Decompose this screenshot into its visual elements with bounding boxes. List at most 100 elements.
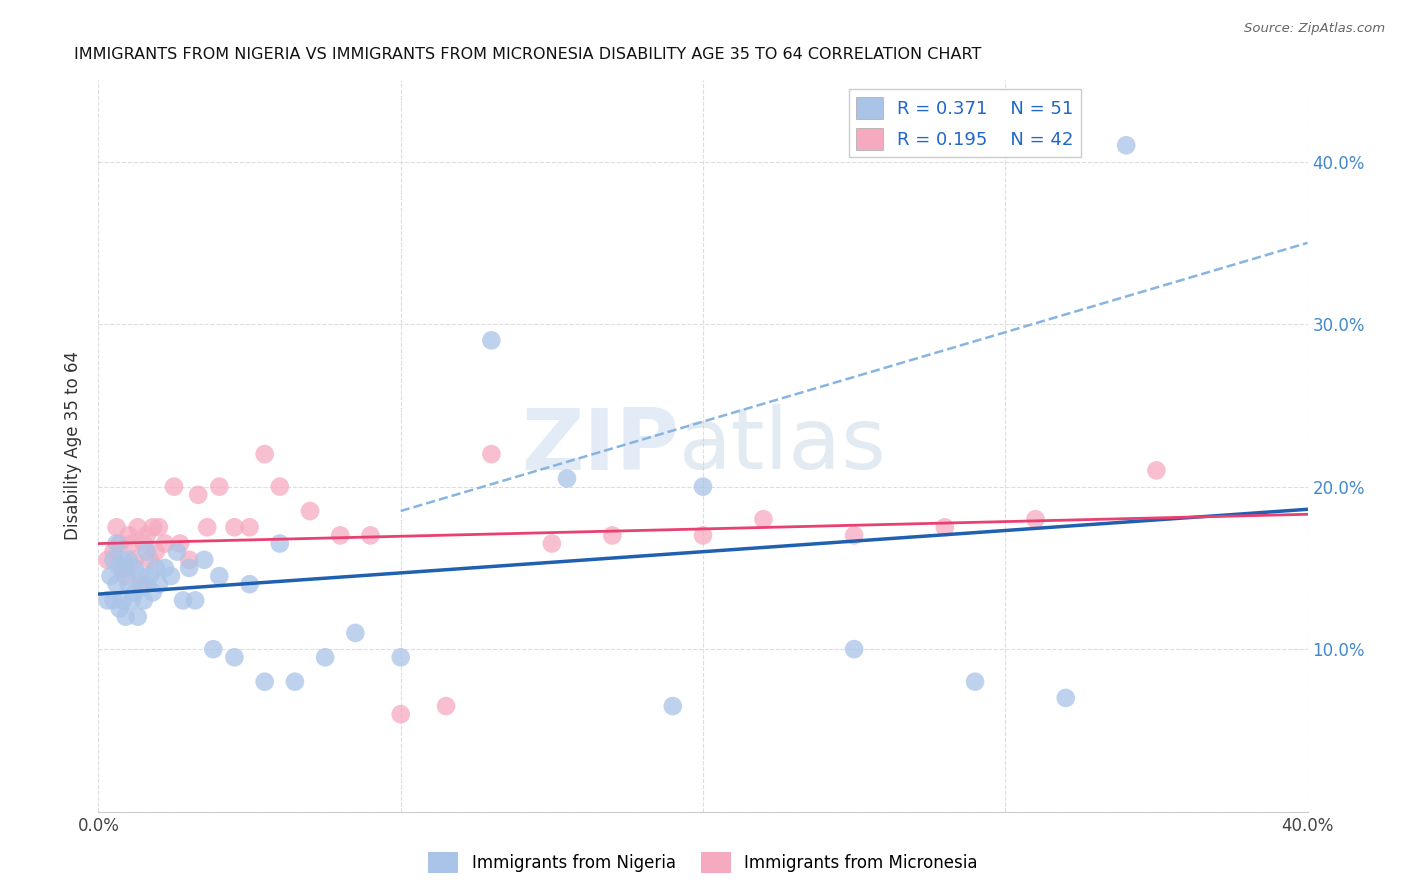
Point [1115,138,1137,153]
Point [752,512,775,526]
Text: atlas: atlas [679,404,887,488]
Point [269,480,291,494]
Point [145,561,167,575]
Point [1024,512,1046,526]
Point [202,642,225,657]
Text: ZIP: ZIP [522,404,679,488]
Point [481,447,503,461]
Point [239,577,262,591]
Point [187,488,209,502]
Text: IMMIGRANTS FROM NIGERIA VS IMMIGRANTS FROM MICRONESIA DISABILITY AGE 35 TO 64 CO: IMMIGRANTS FROM NIGERIA VS IMMIGRANTS FR… [75,47,981,62]
Point [96,553,118,567]
Point [360,528,382,542]
Point [135,577,157,591]
Point [132,536,155,550]
Point [127,609,149,624]
Point [253,674,276,689]
Legend: R = 0.371    N = 51, R = 0.195    N = 42: R = 0.371 N = 51, R = 0.195 N = 42 [849,89,1081,157]
Point [142,520,165,534]
Point [481,334,503,348]
Point [692,480,714,494]
Point [153,561,176,575]
Point [111,593,134,607]
Point [108,536,131,550]
Point [208,480,231,494]
Point [111,553,134,567]
Point [114,609,136,624]
Point [555,471,578,485]
Point [540,536,562,550]
Point [118,528,141,542]
Point [139,553,162,567]
Point [389,707,412,722]
Point [103,593,125,607]
Point [135,544,157,558]
Point [148,520,170,534]
Point [184,593,207,607]
Point [434,699,457,714]
Point [934,520,956,534]
Point [193,553,215,567]
Point [129,569,152,583]
Point [105,536,128,550]
Text: Source: ZipAtlas.com: Source: ZipAtlas.com [1244,22,1385,36]
Point [1144,463,1167,477]
Point [692,528,714,542]
Point [142,585,165,599]
Point [118,577,141,591]
Point [132,593,155,607]
Point [172,593,194,607]
Legend: Immigrants from Nigeria, Immigrants from Micronesia: Immigrants from Nigeria, Immigrants from… [422,846,984,880]
Point [114,561,136,575]
Point [965,674,987,689]
Point [661,699,683,714]
Point [135,528,157,542]
Point [169,536,191,550]
Point [96,593,118,607]
Point [124,585,146,599]
Point [166,544,188,558]
Point [139,569,162,583]
Point [344,626,367,640]
Point [153,536,176,550]
Point [105,577,128,591]
Point [239,520,262,534]
Point [145,544,167,558]
Point [124,553,146,567]
Point [121,593,143,607]
Point [299,504,322,518]
Point [329,528,352,542]
Point [179,553,201,567]
Point [111,561,134,575]
Point [253,447,276,461]
Point [124,561,146,575]
Point [844,528,866,542]
Point [100,569,122,583]
Point [108,561,131,575]
Point [179,561,201,575]
Point [114,569,136,583]
Point [224,650,246,665]
Point [208,569,231,583]
Point [224,520,246,534]
Point [118,553,141,567]
Point [163,480,186,494]
Point [195,520,218,534]
Point [1054,690,1077,705]
Point [129,577,152,591]
Point [121,536,143,550]
Point [127,520,149,534]
Point [602,528,624,542]
Point [314,650,336,665]
Point [269,536,291,550]
Point [105,520,128,534]
Point [844,642,866,657]
Point [103,544,125,558]
Point [103,553,125,567]
Point [148,577,170,591]
Point [108,601,131,615]
Point [160,569,183,583]
Point [284,674,307,689]
Y-axis label: Disability Age 35 to 64: Disability Age 35 to 64 [65,351,83,541]
Point [389,650,412,665]
